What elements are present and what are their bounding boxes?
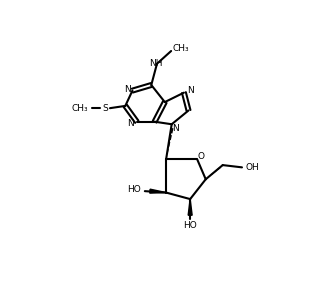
Text: HO: HO: [183, 221, 197, 230]
Text: NH: NH: [149, 59, 162, 68]
Text: CH₃: CH₃: [72, 104, 89, 113]
Text: S: S: [102, 104, 108, 113]
Polygon shape: [188, 199, 192, 215]
Text: N: N: [124, 85, 131, 94]
Text: N: N: [127, 119, 134, 128]
Text: O: O: [198, 152, 205, 160]
Polygon shape: [150, 189, 166, 193]
Text: N: N: [187, 86, 194, 95]
Text: CH₃: CH₃: [173, 44, 189, 53]
Text: HO: HO: [127, 185, 141, 194]
Text: N: N: [173, 124, 179, 133]
Text: OH: OH: [245, 163, 259, 172]
